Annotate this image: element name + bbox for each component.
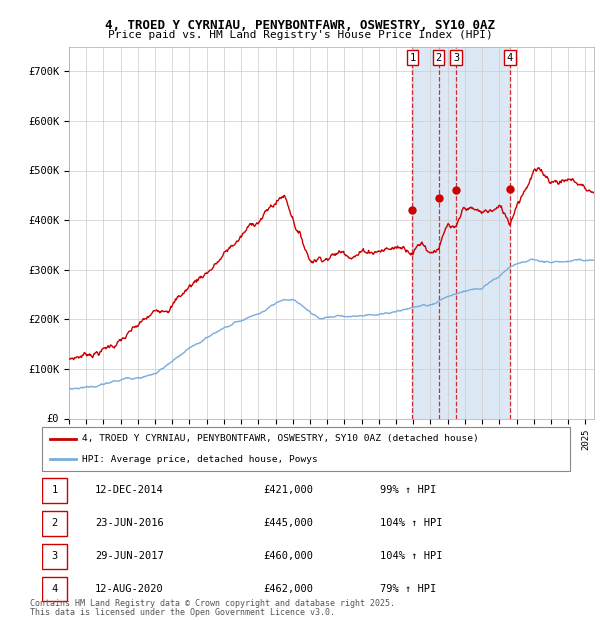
FancyBboxPatch shape	[42, 577, 67, 601]
Text: 12-DEC-2014: 12-DEC-2014	[95, 485, 164, 495]
Text: 29-JUN-2017: 29-JUN-2017	[95, 551, 164, 561]
Text: 1: 1	[52, 485, 58, 495]
FancyBboxPatch shape	[42, 544, 67, 569]
Text: Contains HM Land Registry data © Crown copyright and database right 2025.: Contains HM Land Registry data © Crown c…	[30, 600, 395, 608]
Text: £460,000: £460,000	[264, 551, 314, 561]
Text: £462,000: £462,000	[264, 584, 314, 594]
Text: 79% ↑ HPI: 79% ↑ HPI	[380, 584, 436, 594]
Text: 3: 3	[453, 53, 459, 63]
Text: 2: 2	[52, 518, 58, 528]
Text: 23-JUN-2016: 23-JUN-2016	[95, 518, 164, 528]
Text: 4, TROED Y CYRNIAU, PENYBONTFAWR, OSWESTRY, SY10 0AZ (detached house): 4, TROED Y CYRNIAU, PENYBONTFAWR, OSWEST…	[82, 434, 478, 443]
Text: 3: 3	[52, 551, 58, 561]
FancyBboxPatch shape	[42, 511, 67, 536]
Text: 12-AUG-2020: 12-AUG-2020	[95, 584, 164, 594]
Text: 104% ↑ HPI: 104% ↑ HPI	[380, 551, 442, 561]
Text: 4: 4	[507, 53, 513, 63]
Text: 4: 4	[52, 584, 58, 594]
Text: 104% ↑ HPI: 104% ↑ HPI	[380, 518, 442, 528]
Text: 99% ↑ HPI: 99% ↑ HPI	[380, 485, 436, 495]
FancyBboxPatch shape	[42, 427, 570, 471]
Text: £421,000: £421,000	[264, 485, 314, 495]
Text: 2: 2	[436, 53, 442, 63]
Text: Price paid vs. HM Land Registry's House Price Index (HPI): Price paid vs. HM Land Registry's House …	[107, 30, 493, 40]
Text: 4, TROED Y CYRNIAU, PENYBONTFAWR, OSWESTRY, SY10 0AZ: 4, TROED Y CYRNIAU, PENYBONTFAWR, OSWEST…	[105, 19, 495, 32]
Text: £445,000: £445,000	[264, 518, 314, 528]
Text: This data is licensed under the Open Government Licence v3.0.: This data is licensed under the Open Gov…	[30, 608, 335, 617]
FancyBboxPatch shape	[42, 478, 67, 503]
Bar	[412, 46, 510, 419]
Text: HPI: Average price, detached house, Powys: HPI: Average price, detached house, Powy…	[82, 454, 317, 464]
Text: 1: 1	[409, 53, 416, 63]
